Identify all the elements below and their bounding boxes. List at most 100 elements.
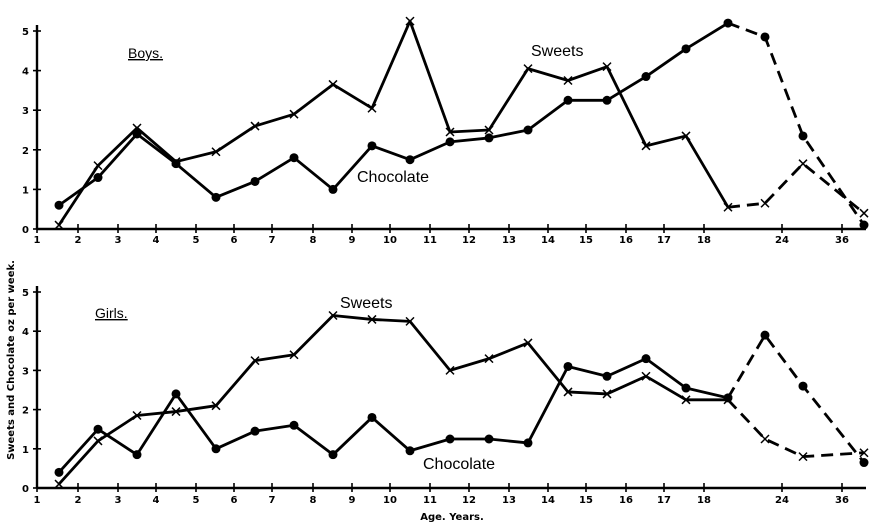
data-point-sweets [54, 220, 64, 230]
series-line-dashed-sweets [727, 161, 865, 215]
x-tick-label: 2 [75, 495, 82, 506]
cross-stroke [250, 121, 260, 131]
x-tick-label: 2 [75, 235, 82, 246]
x-tick-label: 18 [697, 495, 711, 506]
x-axis-title: Age. Years. [420, 512, 484, 523]
data-point-chocolate [681, 383, 691, 393]
y-tick-label: 0 [22, 225, 29, 236]
data-point-chocolate [328, 450, 338, 460]
y-tick-label: 2 [22, 146, 29, 157]
cross-stroke [211, 147, 221, 157]
data-point-sweets [523, 64, 533, 74]
data-point-chocolate [54, 200, 64, 210]
data-point-sweets [367, 103, 377, 113]
data-point-chocolate [641, 354, 651, 364]
series-label-chocolate: Chocolate [423, 456, 495, 473]
data-point-sweets [723, 202, 733, 212]
data-point-sweets [54, 479, 64, 489]
data-point-chocolate [367, 412, 377, 422]
data-point-sweets [132, 410, 142, 421]
cross-stroke [523, 338, 533, 348]
data-point-sweets [289, 350, 299, 360]
series-line-dashed-chocolate [727, 21, 866, 226]
data-point-sweets [523, 338, 533, 348]
data-point-chocolate [523, 125, 533, 135]
data-point-sweets [211, 401, 221, 411]
data-point-sweets [328, 79, 338, 89]
series-line-dashed-sweets [726, 398, 865, 459]
series-line-sweets [57, 314, 728, 486]
data-point-chocolate [132, 129, 142, 139]
x-tick-label: 3 [115, 495, 122, 506]
cross-stroke [328, 79, 338, 89]
data-point-chocolate [93, 424, 103, 434]
cross-stroke [211, 401, 221, 411]
x-tick-label: 9 [349, 495, 356, 506]
x-tick-label: 36 [835, 495, 849, 506]
x-tick-label: 13 [502, 495, 516, 506]
data-point-chocolate [760, 330, 770, 340]
y-tick-label: 4 [22, 67, 29, 78]
x-tick-label: 8 [310, 235, 317, 246]
series-line-dashed-chocolate [726, 332, 866, 464]
cross-stroke [328, 310, 338, 321]
cross-stroke [641, 141, 651, 151]
cross-stroke [602, 389, 612, 399]
data-point-chocolate [602, 95, 612, 105]
x-tick-label: 12 [462, 495, 476, 506]
x-tick-label: 24 [775, 495, 789, 506]
cross-stroke [798, 159, 808, 169]
cross-stroke [93, 436, 103, 446]
data-point-chocolate [641, 72, 651, 82]
y-tick-label: 3 [22, 366, 29, 377]
data-point-chocolate [250, 176, 260, 186]
x-tick-label: 7 [269, 235, 276, 246]
data-point-chocolate [328, 184, 338, 194]
cross-stroke [523, 64, 533, 74]
data-point-sweets [602, 62, 612, 72]
cross-stroke [484, 125, 494, 135]
cross-stroke [54, 479, 64, 489]
data-point-chocolate [171, 159, 181, 169]
data-point-chocolate [602, 371, 612, 381]
data-point-sweets [760, 434, 770, 444]
series-line-sweets [57, 19, 730, 226]
data-point-chocolate [563, 361, 573, 371]
data-point-sweets [681, 131, 691, 141]
data-point-sweets [211, 147, 221, 157]
data-point-chocolate [563, 95, 573, 105]
cross-stroke [760, 198, 770, 208]
panel-label: Girls. [95, 305, 128, 321]
x-tick-label: 16 [619, 495, 633, 506]
cross-stroke [250, 356, 260, 366]
data-point-sweets [641, 371, 651, 381]
cross-stroke [798, 452, 808, 462]
data-point-sweets [563, 75, 573, 86]
panel-label: Boys. [128, 45, 163, 61]
data-point-sweets [445, 127, 455, 137]
data-point-sweets [445, 365, 455, 375]
y-tick-label: 1 [22, 185, 29, 196]
cross-stroke [445, 365, 455, 375]
cross-stroke [859, 208, 869, 218]
cross-stroke [641, 371, 651, 381]
x-tick-label: 3 [115, 235, 122, 246]
data-point-chocolate [723, 18, 733, 28]
y-tick-label: 0 [22, 484, 29, 495]
x-tick-label: 5 [193, 235, 200, 246]
cross-stroke [445, 127, 455, 137]
data-point-sweets [93, 161, 103, 171]
data-point-sweets [563, 387, 573, 397]
data-point-sweets [602, 389, 612, 399]
data-point-chocolate [798, 381, 808, 391]
x-tick-label: 11 [423, 235, 437, 246]
x-tick-label: 1 [34, 235, 41, 246]
x-tick-label: 10 [383, 235, 397, 246]
x-tick-label: 24 [775, 235, 789, 246]
x-tick-label: 9 [349, 235, 356, 246]
cross-stroke [681, 131, 691, 141]
data-point-sweets [681, 395, 691, 405]
y-tick-label: 5 [22, 288, 29, 299]
data-point-chocolate [523, 438, 533, 448]
